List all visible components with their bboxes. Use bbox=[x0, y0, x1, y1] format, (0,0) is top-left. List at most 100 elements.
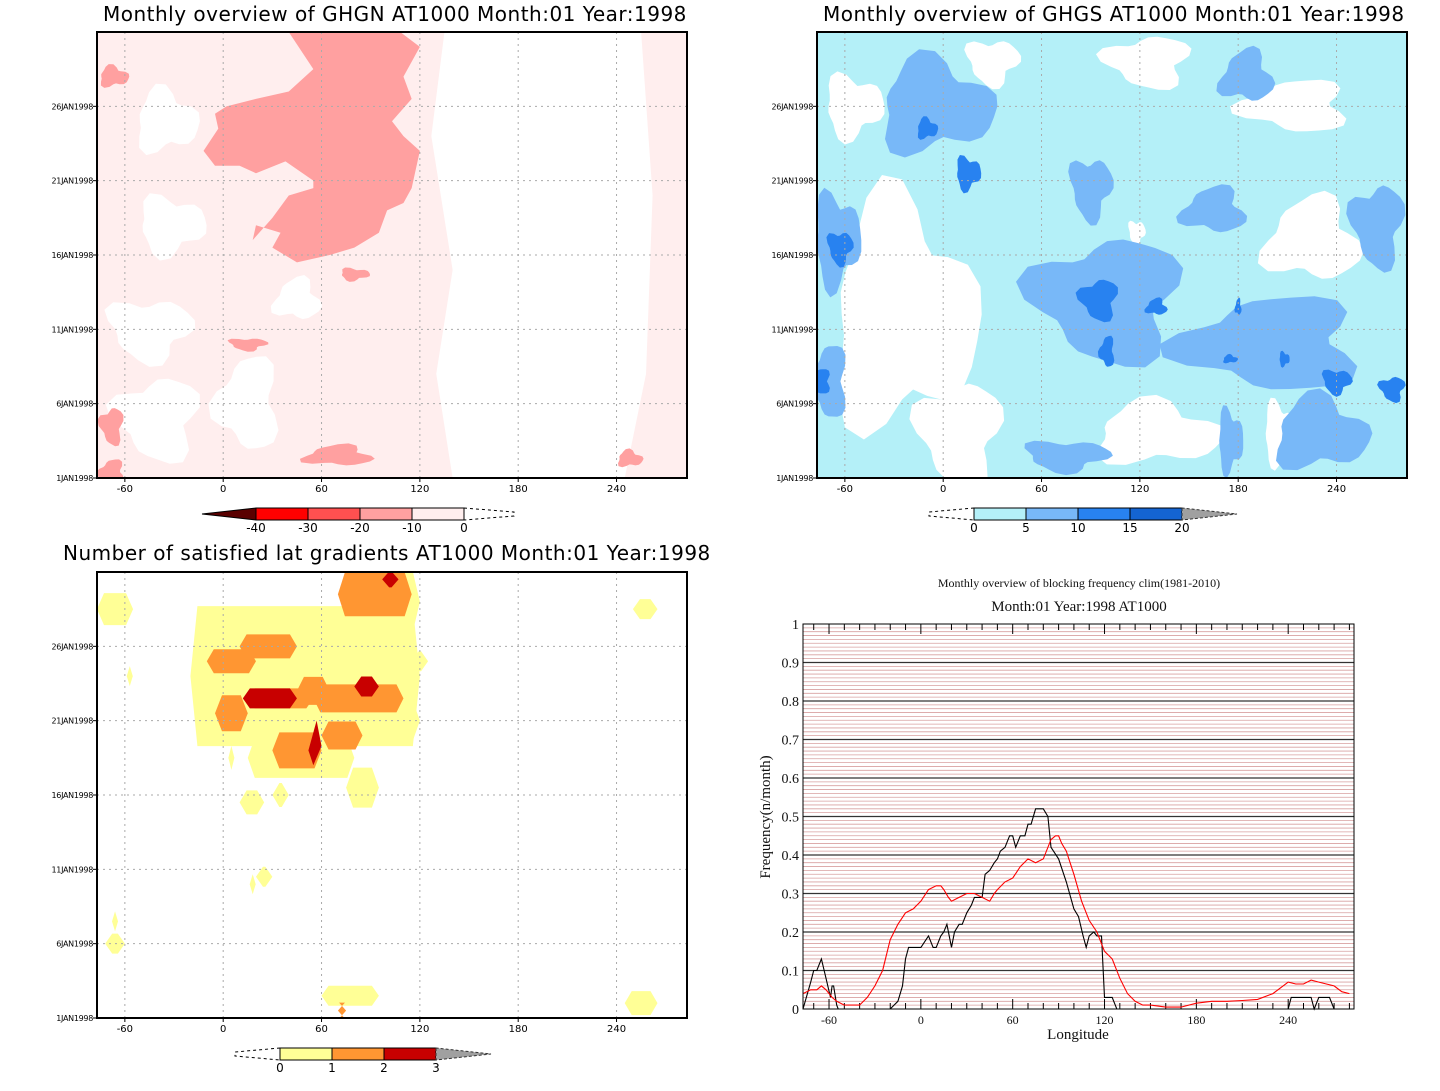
sat-fill-level0 bbox=[126, 666, 133, 687]
ghgs-colorbar-label: 20 bbox=[1174, 521, 1189, 535]
ghgn-fill-level-10 bbox=[299, 443, 375, 466]
ghgn-ytick-label: 11JAN1998 bbox=[51, 325, 93, 334]
blocking-ytick-label: 0 bbox=[792, 1003, 799, 1018]
sat-colorbar-segment bbox=[279, 1047, 333, 1061]
ghgs-fill-level10 bbox=[826, 232, 854, 268]
sat-colorbar-segment bbox=[383, 1047, 437, 1061]
sat-ytick-label: 1JAN1998 bbox=[56, 1014, 93, 1023]
sat-colorbar-label: 2 bbox=[380, 1061, 388, 1075]
blocking-xtick-label: 60 bbox=[1007, 1013, 1019, 1027]
sat-colorbar-label: 3 bbox=[432, 1061, 440, 1075]
blocking-xtick-label: 180 bbox=[1187, 1013, 1205, 1027]
ghgs-below-zero-region bbox=[1230, 79, 1347, 132]
blocking-ytick-label: 0.1 bbox=[782, 965, 800, 980]
blocking-frequency-panel: Monthly overview of blocking frequency c… bbox=[758, 576, 1355, 1043]
sat-fill-level0 bbox=[632, 599, 658, 620]
ghgn-map-panel: -60 0 60 120 180 240 1JAN1998 6JAN1998 11JAN1998… bbox=[51, 31, 688, 535]
ghgn-fill-level-10 bbox=[227, 338, 269, 352]
ghgn-colorbar-label: -20 bbox=[350, 521, 370, 535]
ghgn-colorbar-label: -40 bbox=[246, 521, 266, 535]
sat-fill-level0 bbox=[272, 783, 289, 807]
ghgn-fill-level-10 bbox=[342, 267, 370, 282]
sat-plot-frame bbox=[96, 571, 688, 1019]
sat-fill-level0 bbox=[97, 593, 134, 626]
ghgs-fill-level5 bbox=[1159, 296, 1358, 390]
ghgn-ytick-label: 26JAN1998 bbox=[51, 102, 93, 111]
blocking-ytick-label: 0.7 bbox=[782, 734, 800, 749]
sat-fill-level0 bbox=[255, 866, 273, 887]
ghgs-fill-level10 bbox=[917, 116, 939, 140]
sat-fill-level1 bbox=[313, 684, 404, 713]
blocking-ytick-label: 0.4 bbox=[782, 849, 800, 864]
ghgs-colorbar-extend-low bbox=[928, 507, 975, 521]
blocking-xlabel: Longitude bbox=[1047, 1027, 1109, 1043]
ghgs-fill-level5 bbox=[885, 49, 998, 158]
ghgs-fill-level5 bbox=[1346, 185, 1406, 273]
ghgs-fill-level5 bbox=[1219, 405, 1244, 478]
ghgs-fill-level5 bbox=[1276, 388, 1373, 471]
ghgs-fill-level10 bbox=[1234, 297, 1242, 315]
ghgs-fill-level10 bbox=[1075, 279, 1118, 323]
ghgn-xtick-label: 120 bbox=[410, 484, 429, 495]
ghgs-colorbar-extend-high bbox=[1181, 507, 1238, 521]
ghgs-ytick-label: 1JAN1998 bbox=[776, 474, 813, 483]
ghgs-below-zero-region bbox=[838, 175, 982, 440]
ghgn-colorbar-segment bbox=[359, 507, 413, 521]
satisfied-gradients-panel: -60 0 60 120 180 2401JAN19986JAN199811JAN1998… bbox=[51, 571, 688, 1075]
ghgn-colorbar-label: -30 bbox=[298, 521, 318, 535]
ghgn-colorbar-segment bbox=[411, 507, 465, 521]
ghgs-xtick-label: 60 bbox=[1035, 484, 1048, 495]
sat-fill-level0 bbox=[321, 985, 379, 1006]
ghgs-colorbar-segment bbox=[1025, 507, 1079, 521]
ghgn-ytick-label: 21JAN1998 bbox=[51, 177, 93, 186]
ghgs-ytick-label: 21JAN1998 bbox=[771, 177, 813, 186]
ghgs-below-zero-region bbox=[1097, 394, 1226, 465]
ghgn-colorbar-label: -10 bbox=[402, 521, 422, 535]
ghgs-ytick-label: 6JAN1998 bbox=[776, 400, 813, 409]
sat-fill-level2 bbox=[308, 720, 322, 766]
sat-colorbar-label: 0 bbox=[276, 1061, 284, 1075]
ghgn-ytick-label: 1JAN1998 bbox=[56, 474, 93, 483]
blocking-xtick-label: 120 bbox=[1096, 1013, 1114, 1027]
blocking-xtick-label: 0 bbox=[918, 1013, 924, 1027]
sat-fill-level0 bbox=[228, 745, 235, 770]
ghgn-zero-region bbox=[507, 358, 550, 442]
sat-colorbar-extend-low bbox=[234, 1047, 281, 1061]
blocking-ytick-label: 0.6 bbox=[782, 772, 800, 787]
ghgs-below-zero-region bbox=[964, 41, 1022, 90]
blocking-ylabel: Frequency(n/month) bbox=[758, 755, 774, 878]
sat-ytick-label: 21JAN1998 bbox=[51, 717, 93, 726]
sat-fill-level0 bbox=[411, 651, 429, 672]
ghgn-ytick-label: 6JAN1998 bbox=[56, 400, 93, 409]
blocking-ytick-label: 0.8 bbox=[782, 695, 800, 710]
ghgn-fill-level-10 bbox=[618, 448, 644, 468]
ghgn-zero-region bbox=[270, 275, 323, 320]
ghgn-colorbar-segment bbox=[255, 507, 309, 521]
ghgs-colorbar-label: 5 bbox=[1022, 521, 1030, 535]
panel-title-satisfied: Number of satisfied lat gradients AT1000… bbox=[63, 541, 711, 565]
ghgn-zero-region bbox=[142, 193, 207, 261]
sat-xtick-label: 0 bbox=[220, 1024, 226, 1035]
blocking-series-clim-line bbox=[802, 835, 1350, 1008]
sat-xtick-label: 60 bbox=[315, 1024, 328, 1035]
sat-ytick-label: 16JAN1998 bbox=[51, 791, 93, 800]
blocking-title: Monthly overview of blocking frequency c… bbox=[938, 576, 1220, 590]
ghgn-xtick-label: 0 bbox=[220, 484, 226, 495]
sat-fill-level1 bbox=[337, 1002, 347, 1018]
sat-fill-level2 bbox=[354, 676, 379, 697]
ghgn-contour-fills bbox=[97, 32, 687, 478]
ghgs-fill-level5 bbox=[1216, 45, 1276, 101]
sat-fill-level1 bbox=[321, 721, 363, 750]
ghgn-colorbar-extend-high bbox=[463, 507, 515, 521]
ghgs-below-zero-region bbox=[1128, 220, 1146, 249]
sat-xtick-label: 180 bbox=[509, 1024, 528, 1035]
ghgs-fill-level10 bbox=[1279, 350, 1290, 368]
sat-colorbar-extend-high bbox=[435, 1047, 492, 1061]
sat-ytick-label: 6JAN1998 bbox=[56, 940, 93, 949]
panel-title-ghgs: Monthly overview of GHGS AT1000 Month:01… bbox=[823, 2, 1405, 26]
blocking-xtick-label: -60 bbox=[821, 1013, 837, 1027]
ghgs-plot-frame bbox=[816, 31, 1408, 479]
sat-fill-level1 bbox=[337, 572, 412, 617]
ghgn-xtick-label: 240 bbox=[607, 484, 626, 495]
ghgs-ytick-label: 11JAN1998 bbox=[771, 325, 813, 334]
